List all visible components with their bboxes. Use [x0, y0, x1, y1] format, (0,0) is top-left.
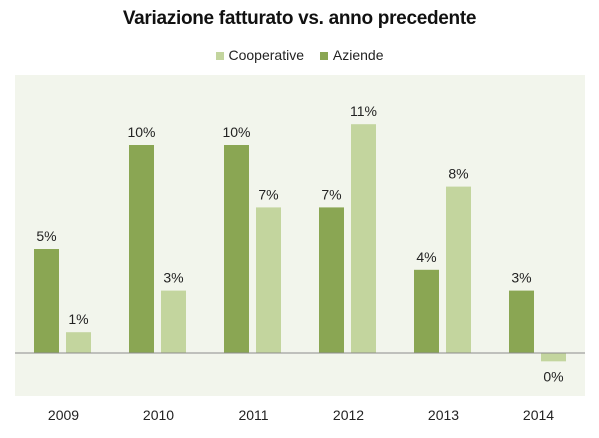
bar-cooperative-2014 [541, 353, 566, 362]
legend-item-aziende: Aziende [319, 47, 384, 64]
data-label-aziende-2014: 3% [511, 270, 531, 286]
legend-swatch-aziende [319, 51, 328, 60]
bar-cooperative-2011 [256, 207, 281, 353]
bar-aziende-2010 [129, 145, 154, 353]
legend-label-cooperative: Cooperative [228, 47, 305, 64]
bar-aziende-2013 [414, 269, 439, 353]
bar-aziende-2009 [34, 249, 59, 353]
legend: Cooperative Aziende [0, 46, 599, 63]
bar-aziende-2012 [319, 207, 344, 353]
data-label-cooperative-2014: 0% [543, 368, 563, 384]
x-tick-label-2011: 2011 [238, 407, 268, 423]
data-label-aziende-2009: 5% [36, 228, 56, 244]
legend-swatch-cooperative [215, 51, 224, 60]
x-tick-label-2013: 2013 [428, 407, 459, 423]
x-tick-label-2010: 2010 [143, 407, 174, 423]
data-label-cooperative-2009: 1% [68, 311, 88, 327]
chart-title: Variazione fatturato vs. anno precedente [122, 8, 477, 29]
bar-cooperative-2009 [66, 332, 91, 353]
data-label-cooperative-2011: 7% [258, 186, 278, 202]
data-label-aziende-2012: 7% [321, 186, 341, 202]
plot-area [15, 75, 585, 396]
bar-aziende-2014 [509, 290, 534, 353]
x-tick-label-2014: 2014 [523, 407, 554, 423]
data-label-cooperative-2012: 11% [350, 103, 377, 119]
data-label-aziende-2010: 10% [127, 124, 155, 140]
x-tick-label-2012: 2012 [333, 407, 364, 423]
bar-cooperative-2012 [351, 124, 376, 353]
data-label-aziende-2013: 4% [416, 249, 436, 265]
legend-item-cooperative: Cooperative [215, 47, 305, 64]
bar-aziende-2011 [224, 145, 249, 353]
legend-label-aziende: Aziende [332, 47, 384, 64]
data-label-cooperative-2013: 8% [448, 166, 468, 182]
bar-cooperative-2010 [161, 290, 186, 353]
data-label-aziende-2011: 10% [222, 124, 250, 140]
bar-cooperative-2013 [446, 186, 471, 353]
data-label-cooperative-2010: 3% [163, 270, 183, 286]
x-tick-label-2009: 2009 [48, 407, 79, 423]
